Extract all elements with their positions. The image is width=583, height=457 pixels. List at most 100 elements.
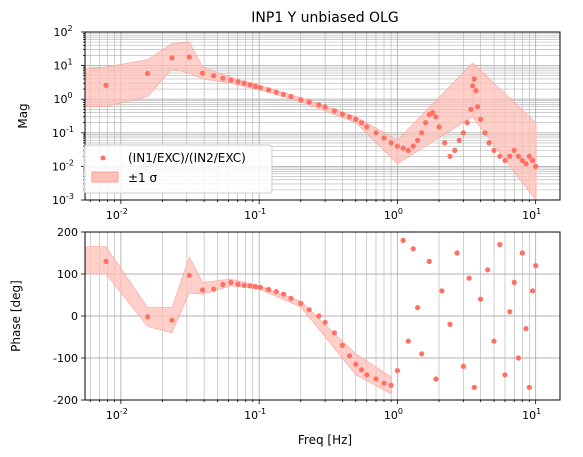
mag-data-point <box>306 99 312 105</box>
phase-data-point <box>280 291 287 297</box>
mag-data-point <box>252 83 258 89</box>
mag-xticklabel-exp: -2 <box>120 207 128 216</box>
phase-data-point <box>515 355 522 361</box>
phase-data-point <box>471 384 477 390</box>
mag-data-point <box>436 124 442 130</box>
mag-yticklabel: 101 <box>53 58 72 73</box>
magnitude-frame <box>84 31 561 201</box>
phase-yticklabel: 100 <box>57 268 78 281</box>
phase-data-point <box>306 307 312 313</box>
mag-data-point <box>322 104 328 110</box>
mag-data-point <box>364 124 370 130</box>
mag-data-point <box>247 82 253 88</box>
mag-data-point <box>430 110 436 116</box>
phase-yticklabel: -100 <box>53 352 78 365</box>
phase-data-point <box>235 281 241 287</box>
chart-title: INP1 Y unbiased OLG <box>251 10 398 26</box>
phase-data-point <box>466 275 472 281</box>
phase-data-point <box>322 319 328 325</box>
phase-data-point <box>211 286 217 292</box>
phase-data-point <box>298 300 304 306</box>
mag-data-point <box>388 140 394 146</box>
phase-data-point <box>252 284 258 290</box>
phase-data-point <box>394 368 400 374</box>
phase-grid <box>85 231 560 401</box>
mag-data-point <box>353 116 359 122</box>
phase-data-point <box>186 272 192 278</box>
mag-yticklabel: 10-3 <box>52 192 74 207</box>
phase-data-point <box>523 326 529 332</box>
mag-data-point <box>468 106 474 112</box>
mag-data-point <box>280 91 287 97</box>
mag-data-point <box>423 120 429 126</box>
phase-data-point <box>415 305 421 311</box>
mag-data-point <box>507 153 513 159</box>
mag-data-point <box>456 137 462 143</box>
mag-yticklabel-exp: 2 <box>67 24 72 33</box>
phase-sigma-band <box>84 246 393 395</box>
phase-data-point <box>426 258 432 264</box>
mag-data-point <box>410 143 416 149</box>
phase-data-point <box>507 309 513 315</box>
phase-sigma-band-area <box>84 246 392 395</box>
mag-yticklabel-exp: -3 <box>66 192 74 201</box>
phase-points <box>103 237 539 390</box>
mag-data-point <box>447 153 453 159</box>
mag-data-point <box>288 93 294 100</box>
mag-data-point <box>486 140 492 146</box>
mag-data-point <box>526 153 532 159</box>
phase-data-point <box>373 376 379 382</box>
phase-data-point <box>454 250 460 256</box>
legend-marker-points <box>100 155 106 161</box>
mag-data-point <box>471 76 477 82</box>
phase-data-point <box>460 363 466 369</box>
phase-data-point <box>346 353 353 359</box>
mag-data-point <box>266 87 272 93</box>
mag-yticklabel: 10-1 <box>52 125 74 140</box>
mag-yticklabel: 100 <box>53 91 72 106</box>
mag-xticklabel-exp: 1 <box>536 207 541 216</box>
mag-data-point <box>478 116 484 122</box>
phase-data-point <box>405 338 411 344</box>
phase-data-point <box>410 246 416 252</box>
phase-data-point <box>530 288 536 294</box>
mag-data-point <box>235 79 241 85</box>
phase-data-point <box>266 286 272 293</box>
mag-data-point <box>394 143 400 149</box>
magnitude-points <box>103 54 539 169</box>
phase-data-point <box>511 279 517 285</box>
phase-data-point <box>220 281 226 288</box>
phase-data-point <box>331 330 337 336</box>
mag-data-point <box>415 137 421 143</box>
mag-data-point <box>228 77 234 83</box>
phase-data-point <box>447 321 453 327</box>
phase-data-point <box>353 361 359 367</box>
phase-data-point <box>533 263 539 269</box>
phase-data-point <box>491 338 497 344</box>
mag-data-point <box>482 130 488 136</box>
mag-yticklabel-exp: 1 <box>67 58 72 67</box>
phase-yticklabel: -200 <box>53 394 78 407</box>
mag-data-point <box>533 163 539 169</box>
phase-data-point <box>497 242 503 248</box>
phase-data-point <box>400 237 406 243</box>
mag-xticklabel: 10-2 <box>106 207 128 222</box>
phase-data-point <box>502 372 508 378</box>
phase-yticklabel: 0 <box>71 310 78 323</box>
mag-data-point <box>460 130 466 136</box>
phase-data-point <box>241 282 247 288</box>
phase-xticklabel-exp: 1 <box>536 407 541 416</box>
phase-data-point <box>103 258 109 264</box>
legend-marker-band <box>91 171 119 183</box>
mag-data-point <box>381 135 387 141</box>
phase-xticklabel: 101 <box>522 407 541 422</box>
mag-data-point <box>145 70 151 77</box>
phase-xlabel: Freq [Hz] <box>298 433 352 447</box>
phase-data-point <box>364 372 370 378</box>
phase-data-point <box>381 380 387 386</box>
phase-xticklabel-exp: -2 <box>120 407 128 416</box>
phase-data-point <box>388 382 394 388</box>
mag-data-point <box>511 147 517 153</box>
